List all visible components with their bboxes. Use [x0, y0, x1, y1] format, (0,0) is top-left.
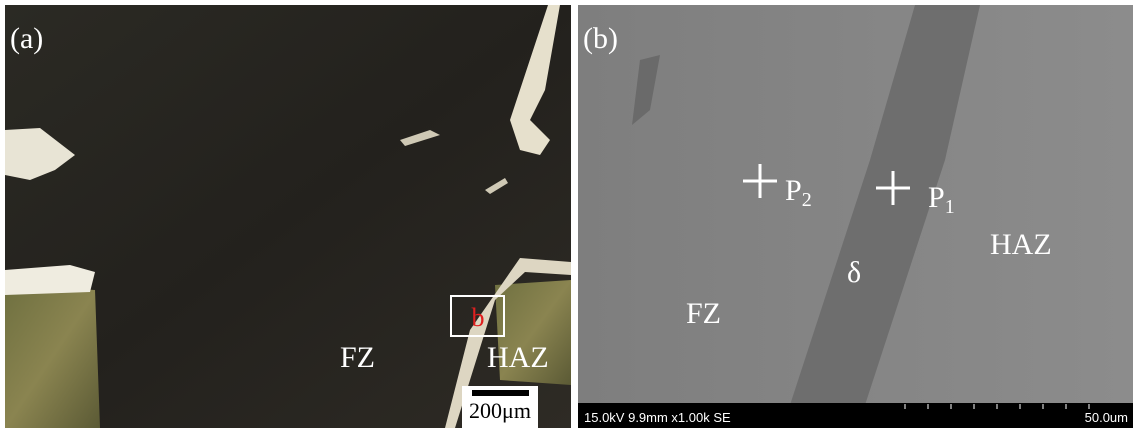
sem-scale: 50.0um	[1085, 410, 1128, 425]
grain-region	[5, 285, 100, 428]
page: b (a) FZ HAZ 200μm 15.0kV 9.9mm x1.00k S…	[0, 0, 1133, 428]
sem-info: 15.0kV 9.9mm x1.00k SE	[584, 410, 731, 425]
delta-label: δ	[847, 256, 861, 289]
haz-label: HAZ	[990, 228, 1052, 261]
panel-label: (b)	[583, 22, 618, 55]
fz-label: FZ	[686, 297, 721, 330]
point-text: P	[928, 181, 945, 214]
point-text: P	[785, 174, 802, 207]
point-sub: 2	[802, 189, 812, 211]
panel-label: (a)	[10, 22, 43, 55]
scale-bar	[472, 390, 529, 396]
figure: b (a) FZ HAZ 200μm 15.0kV 9.9mm x1.00k S…	[0, 0, 1133, 428]
panel-b: 15.0kV 9.9mm x1.00k SE 50.0um (b) P2 P1 …	[578, 5, 1133, 428]
point-sub: 1	[945, 196, 955, 218]
fz-label: FZ	[340, 341, 375, 374]
scale-label: 200μm	[469, 398, 531, 423]
crack	[5, 265, 95, 295]
box-label: b	[472, 303, 485, 332]
haz-label: HAZ	[487, 341, 549, 374]
panel-a: b (a) FZ HAZ 200μm	[5, 5, 571, 428]
